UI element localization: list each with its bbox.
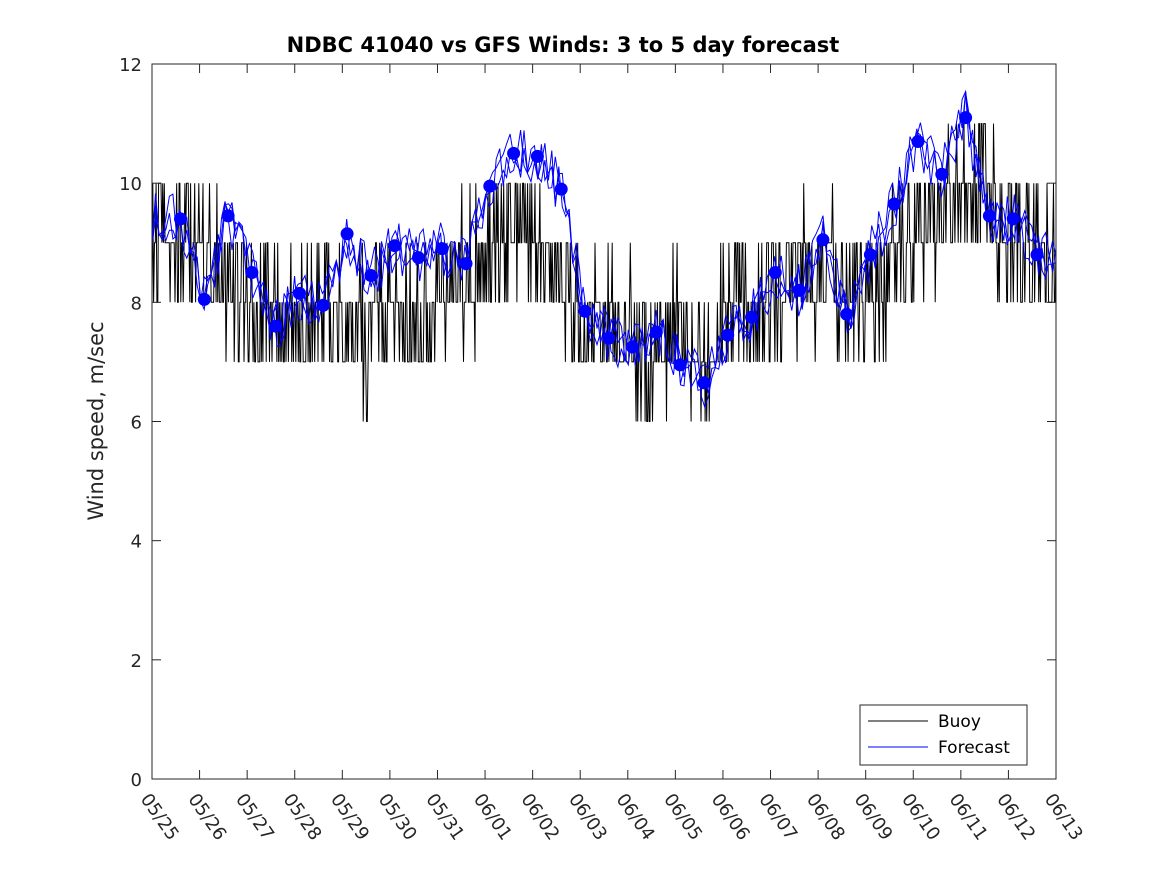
forecast-point [673,358,687,372]
forecast-point [816,233,830,247]
forecast-point [530,149,544,163]
forecast-point [768,266,782,279]
forecast-point [982,209,996,223]
forecast-point [507,146,521,160]
legend: Buoy Forecast [859,704,1028,766]
forecast-point [340,227,354,241]
y-tick-label: 10 [119,174,142,195]
forecast-point [411,251,425,265]
y-tick-label: 0 [131,770,142,791]
forecast-point [721,328,735,342]
legend-forecast-label: Forecast [938,738,1010,758]
y-tick-label: 2 [131,651,142,672]
forecast-run-line [151,91,1057,410]
forecast-point [293,286,306,300]
y-tick-label: 4 [131,532,142,553]
forecast-point [269,319,283,333]
y-tick-label: 8 [131,293,142,314]
forecast-point [364,269,378,282]
forecast-point [792,283,806,297]
y-axis-label: Wind speed, m/sec [84,321,108,520]
forecast-point [887,197,901,211]
forecast-point [435,242,449,256]
forecast-point [935,167,949,181]
forecast-point [245,266,259,279]
forecast-point [840,307,854,321]
y-axis: 0 2 4 6 8 10 12 [119,55,1056,791]
forecast-run-line [151,91,1057,390]
legend-box [859,704,1028,766]
buoy-line [151,123,1057,422]
chart-title: NDBC 41040 vs GFS Winds: 3 to 5 day fore… [287,33,840,57]
forecast-point [911,135,925,148]
forecast-point [1030,248,1044,262]
forecast-point [602,331,616,345]
forecast-point [697,376,711,390]
forecast-point [316,298,330,312]
forecast-point [554,182,568,196]
y-tick-label: 12 [119,55,142,76]
buoy-series [151,123,1057,422]
forecast-point [649,325,663,339]
forecast-points [174,111,1044,390]
forecast-point [221,209,235,223]
forecast-point [174,212,187,226]
forecast-point [483,179,497,193]
forecast-point [745,310,758,324]
forecast-point [863,248,877,262]
forecast-series [151,89,1057,410]
forecast-point [197,292,211,306]
forecast-point [578,304,592,318]
plot-area [152,64,1056,779]
forecast-point [1006,212,1020,226]
forecast-point [459,257,473,271]
y-tick-label: 6 [131,413,142,434]
forecast-point [959,111,973,125]
legend-buoy-label: Buoy [938,712,981,732]
forecast-point [388,239,402,253]
forecast-point [626,340,639,354]
